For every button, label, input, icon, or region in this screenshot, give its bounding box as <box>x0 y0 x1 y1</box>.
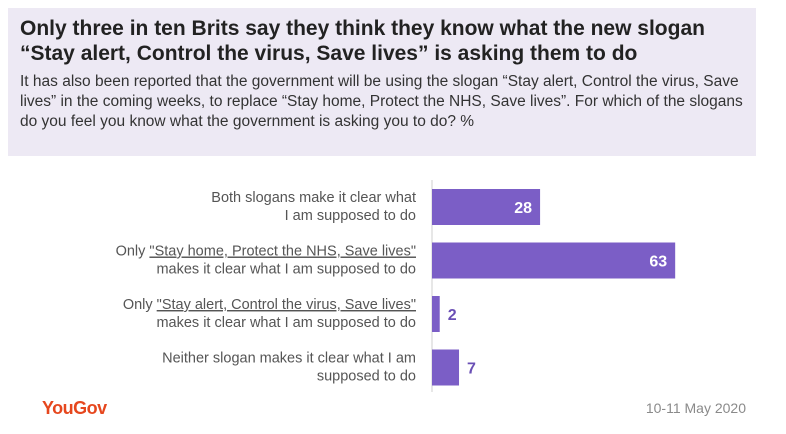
value-label-0: 28 <box>514 200 532 217</box>
bar-2 <box>432 296 440 332</box>
survey-date: 10-11 May 2020 <box>645 400 746 416</box>
bar-chart: 28 Both slogans make it clear what I am su… <box>116 180 676 392</box>
yougov-logo: YouGov <box>42 398 107 418</box>
category-label-1-line2: makes it clear what I am supposed to do <box>156 262 416 278</box>
bar-0 <box>432 189 541 225</box>
chart-area: 28 Both slogans make it clear what I am su… <box>0 160 786 392</box>
bar-3 <box>432 349 460 386</box>
value-label-3: 7 <box>467 361 476 378</box>
value-label-2: 2 <box>448 307 457 324</box>
category-label-3-line2: supposed to do <box>317 369 416 385</box>
category-label-2-line1: Only "Stay alert, Control the virus, Sav… <box>123 297 416 313</box>
chart-subtitle: It has also been reported that the gover… <box>20 73 743 130</box>
bar-1 <box>432 242 676 279</box>
category-label-2-line2: makes it clear what I am supposed to do <box>156 315 416 331</box>
header-panel: Only three in ten Brits say they think t… <box>8 8 756 156</box>
chart-title: Only three in ten Brits say they think t… <box>20 17 705 65</box>
category-label-0-line1: Both slogans make it clear what <box>211 190 416 206</box>
category-label-1-line1: Only "Stay home, Protect the NHS, Save l… <box>116 244 416 260</box>
value-label-1: 63 <box>649 254 667 271</box>
category-label-3-line1: Neither slogan makes it clear what I am <box>162 351 416 367</box>
category-label-0-line2: I am supposed to do <box>285 208 416 224</box>
